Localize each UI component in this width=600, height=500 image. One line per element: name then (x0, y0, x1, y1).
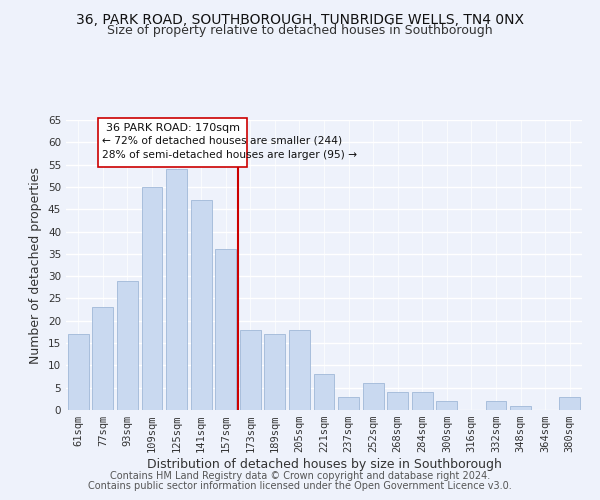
Bar (265, 334, 286, 410)
Bar (92, 308, 113, 410)
Bar (338, 396, 359, 410)
Text: 28% of semi-detached houses are larger (95) →: 28% of semi-detached houses are larger (… (102, 150, 357, 160)
Y-axis label: Number of detached properties: Number of detached properties (29, 166, 43, 364)
Bar (166, 169, 187, 410)
FancyBboxPatch shape (98, 118, 247, 167)
Bar (314, 374, 334, 410)
Text: 36, PARK ROAD, SOUTHBOROUGH, TUNBRIDGE WELLS, TN4 0NX: 36, PARK ROAD, SOUTHBOROUGH, TUNBRIDGE W… (76, 12, 524, 26)
Bar (436, 401, 457, 410)
Text: Size of property relative to detached houses in Southborough: Size of property relative to detached ho… (107, 24, 493, 37)
Text: Contains HM Land Registry data © Crown copyright and database right 2024.: Contains HM Land Registry data © Crown c… (110, 471, 490, 481)
Bar (215, 250, 236, 410)
Bar (412, 392, 433, 410)
Bar (387, 392, 408, 410)
Text: ← 72% of detached houses are smaller (244): ← 72% of detached houses are smaller (24… (102, 136, 342, 145)
Bar (191, 200, 212, 410)
Bar (142, 187, 163, 410)
Bar (559, 396, 580, 410)
Bar (240, 330, 261, 410)
X-axis label: Distribution of detached houses by size in Southborough: Distribution of detached houses by size … (146, 458, 502, 471)
Bar (510, 406, 531, 410)
Bar (485, 401, 506, 410)
Text: 36 PARK ROAD: 170sqm: 36 PARK ROAD: 170sqm (106, 123, 240, 133)
Bar (68, 334, 89, 410)
Bar (362, 383, 383, 410)
Text: Contains public sector information licensed under the Open Government Licence v3: Contains public sector information licen… (88, 481, 512, 491)
Bar (289, 330, 310, 410)
Bar (117, 280, 138, 410)
